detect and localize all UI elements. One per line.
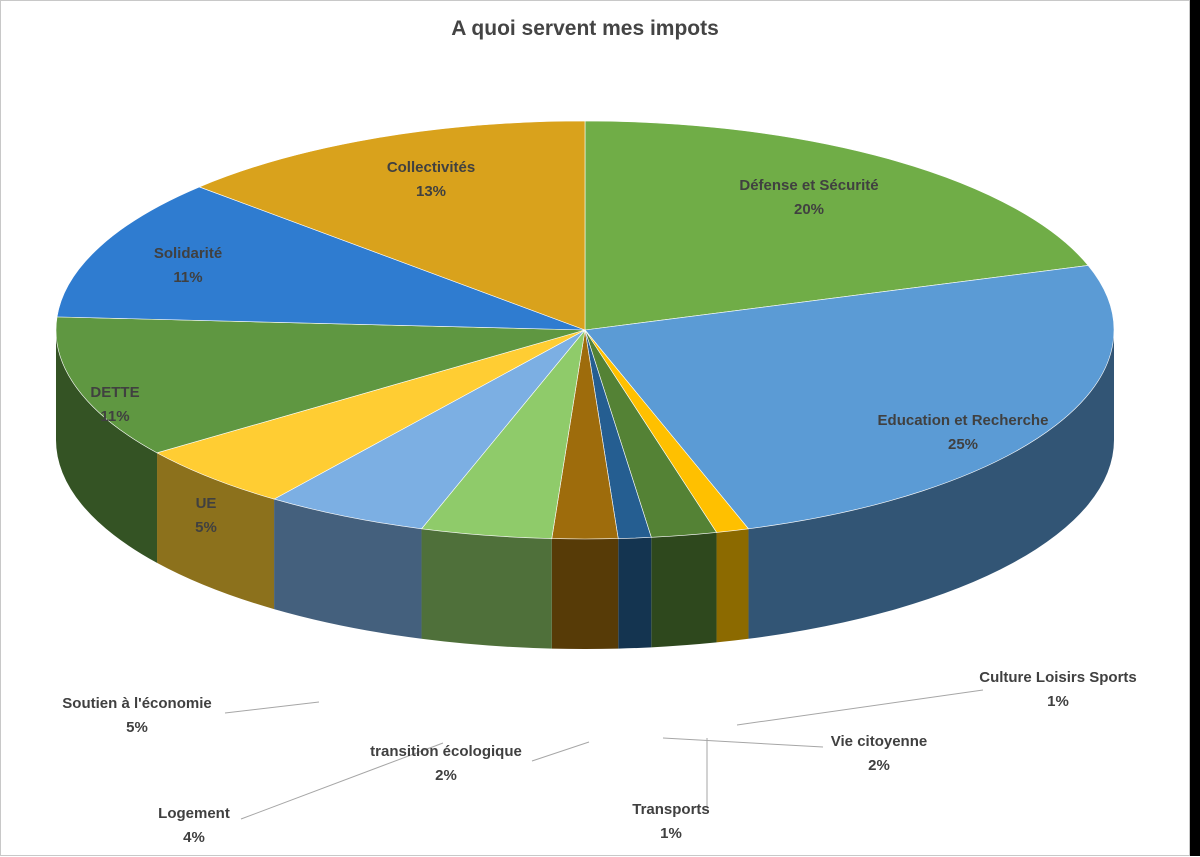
pie-slice-11[interactable] xyxy=(198,120,586,331)
leader-line-7 xyxy=(224,701,320,714)
slice-pct-6: 4% xyxy=(183,829,205,846)
pie-slice-1[interactable] xyxy=(584,265,1115,530)
slice-label-11: Collectivités xyxy=(387,159,475,176)
slice-pct-2: 1% xyxy=(1047,693,1069,710)
leader-line-2 xyxy=(736,689,984,726)
leader-line-5 xyxy=(531,741,590,762)
pie-slice-10[interactable] xyxy=(56,186,586,331)
pie-side-7 xyxy=(274,499,422,639)
slice-pct-0: 20% xyxy=(794,201,824,218)
slice-pct-1: 25% xyxy=(948,436,978,453)
pie-sides xyxy=(55,330,1114,649)
slice-pct-4: 1% xyxy=(660,825,682,842)
pie-top xyxy=(55,120,1115,540)
pie-slice-8[interactable] xyxy=(156,329,586,500)
slice-label-8: UE xyxy=(196,495,217,512)
pie-slice-0[interactable] xyxy=(584,120,1089,331)
slice-pct-7: 5% xyxy=(126,719,148,736)
pie-side-3 xyxy=(651,532,717,648)
leader-lines xyxy=(224,689,984,820)
pie-side-9 xyxy=(55,330,158,563)
slice-label-7: Soutien à l'économie xyxy=(62,695,211,712)
leader-line-3 xyxy=(662,737,824,748)
slice-label-1: Education et Recherche xyxy=(878,412,1049,429)
pie-side-8 xyxy=(157,452,275,610)
pie-side-2 xyxy=(716,528,749,643)
slice-label-6: Logement xyxy=(158,805,230,822)
slice-label-2: Culture Loisirs Sports xyxy=(979,669,1137,686)
slice-pct-5: 2% xyxy=(435,767,457,784)
chart-title: A quoi servent mes impots xyxy=(451,17,719,40)
leader-line-6 xyxy=(240,742,444,820)
slice-pct-3: 2% xyxy=(868,757,890,774)
slice-labels: Défense et Sécurité 20% Education et Reche… xyxy=(62,159,1136,846)
right-edge-strip xyxy=(1190,0,1200,856)
slice-pct-10: 11% xyxy=(173,269,202,286)
pie-slice-9[interactable] xyxy=(55,316,586,454)
slice-pct-9: 11% xyxy=(100,408,129,425)
slice-label-0: Défense et Sécurité xyxy=(739,177,878,194)
pie-side-6 xyxy=(421,528,552,649)
slice-label-5: transition écologique xyxy=(370,743,522,760)
pie-side-4 xyxy=(618,537,652,649)
pie-slice-7[interactable] xyxy=(273,329,586,530)
pie-side-5 xyxy=(551,538,619,649)
slice-pct-8: 5% xyxy=(195,519,217,536)
slice-label-9: DETTE xyxy=(90,384,139,401)
slice-label-3: Vie citoyenne xyxy=(831,733,927,750)
slice-label-4: Transports xyxy=(632,801,710,818)
pie-side-1 xyxy=(748,330,1114,639)
slice-pct-11: 13% xyxy=(416,183,446,200)
slice-label-10: Solidarité xyxy=(154,245,222,262)
